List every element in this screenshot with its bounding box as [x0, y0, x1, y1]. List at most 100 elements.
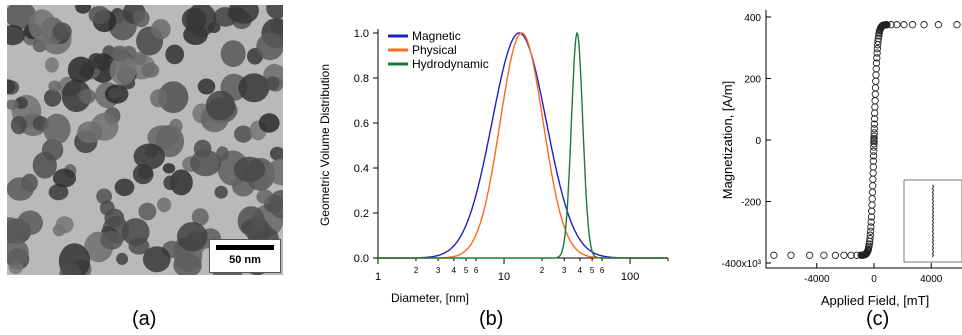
nanoparticle [265, 76, 280, 91]
nanoparticle [266, 5, 283, 19]
nanoparticle [99, 200, 115, 216]
data-point [908, 21, 917, 29]
chart-b-xtick-minor-label: 2 [540, 266, 545, 275]
nanoparticle [116, 252, 129, 265]
chart-b-ytick-label: 1.0 [354, 28, 369, 40]
chart-b-xtick-minor-label: 4 [578, 266, 583, 275]
nanoparticle [186, 5, 217, 37]
legend-label: Magnetic [412, 29, 461, 43]
nanoparticle [132, 164, 154, 185]
nanoparticle [88, 6, 111, 24]
tem-micrograph: 50 nm [7, 5, 283, 275]
data-point [873, 54, 881, 62]
nanoparticle [220, 40, 246, 67]
nanoparticle [88, 53, 104, 69]
legend-label: Physical [412, 43, 457, 57]
data-point [869, 169, 877, 177]
chart-c-ytick-label: 400 [744, 13, 761, 24]
chart-c-ytick-label: 200 [744, 75, 761, 86]
nanoparticle [43, 88, 62, 107]
chart-b-xtick-minor-label: 5 [464, 266, 469, 275]
nanoparticle [32, 151, 57, 179]
nanoparticle [100, 230, 123, 250]
nanoparticle [75, 5, 92, 14]
data-point [870, 132, 878, 140]
nanoparticle [67, 56, 94, 83]
nanoparticle [77, 121, 103, 144]
nanoparticle [147, 125, 178, 150]
chart-b-ytick-label: 0.4 [354, 163, 369, 175]
chart-b-xtick-minor-label: 3 [562, 266, 567, 275]
data-point [871, 103, 879, 111]
panel-label-b: (b) [479, 308, 504, 330]
chart-c-xtick-label: -4000 [804, 274, 830, 285]
data-point [870, 115, 879, 123]
nanoparticle [52, 168, 77, 188]
data-point [871, 84, 880, 92]
nanoparticle [61, 79, 92, 113]
data-point [820, 251, 828, 259]
nanoparticle [132, 9, 150, 28]
data-point [868, 195, 876, 203]
chart-b-ytick-label: 0.6 [354, 118, 369, 130]
legend-label: Hydrodynamic [412, 57, 489, 71]
nanoparticle [150, 89, 168, 108]
nanoparticle [7, 99, 19, 110]
data-point [872, 59, 881, 67]
data-point [870, 125, 878, 133]
chart-b-ylabel: Geometric Volume Distribution [318, 64, 332, 226]
nanoparticle [132, 51, 147, 65]
nanoparticle [214, 185, 228, 199]
data-point [847, 251, 855, 259]
panel-label-a: (a) [132, 308, 157, 330]
chart-b-ytick-label: 0.2 [354, 208, 369, 220]
nanoparticle [10, 115, 27, 135]
nanoparticle [108, 88, 122, 100]
nanoparticle [7, 25, 26, 46]
data-point [869, 157, 878, 165]
data-point [805, 251, 814, 259]
nanoparticle [122, 218, 150, 246]
data-point [871, 97, 879, 105]
chart-b-xtick-minor-label: 6 [474, 266, 479, 275]
nanoparticle [78, 88, 96, 104]
series-line-hydrodynamic [378, 31, 668, 259]
nanoparticle [133, 143, 165, 170]
nanoparticle [234, 125, 253, 143]
nanoparticle [269, 146, 283, 161]
data-point [831, 251, 840, 259]
data-point [840, 251, 848, 259]
chart-b-xtick-minor-label: 5 [590, 266, 595, 275]
data-point [869, 152, 878, 160]
data-point [869, 182, 877, 190]
nanoparticle [233, 156, 266, 183]
nanoparticle [162, 163, 176, 174]
inset-plot [903, 179, 962, 263]
nanoparticle [163, 175, 178, 191]
scale-bar-line [216, 245, 274, 250]
chart-c-ytick-label: -400x10³ [722, 259, 762, 270]
data-point [867, 213, 876, 221]
nanoparticle [237, 206, 265, 237]
nanoparticle [7, 177, 34, 201]
data-point [870, 143, 878, 151]
data-point [920, 21, 928, 29]
data-point [872, 71, 880, 79]
chart-c-xtick-label: 0 [871, 274, 877, 285]
data-point [866, 234, 874, 243]
panel-label-c: (c) [866, 308, 890, 330]
data-point [787, 251, 795, 259]
nanoparticle [141, 62, 160, 78]
nanoparticle [158, 81, 189, 114]
data-point [872, 65, 880, 73]
scale-bar-label: 50 nm [229, 254, 261, 266]
data-point [874, 37, 882, 46]
data-point [867, 223, 875, 231]
inset-curve [931, 184, 935, 258]
chart-c-xtick-label: 4000 [920, 274, 943, 285]
nanoparticle [43, 113, 71, 145]
